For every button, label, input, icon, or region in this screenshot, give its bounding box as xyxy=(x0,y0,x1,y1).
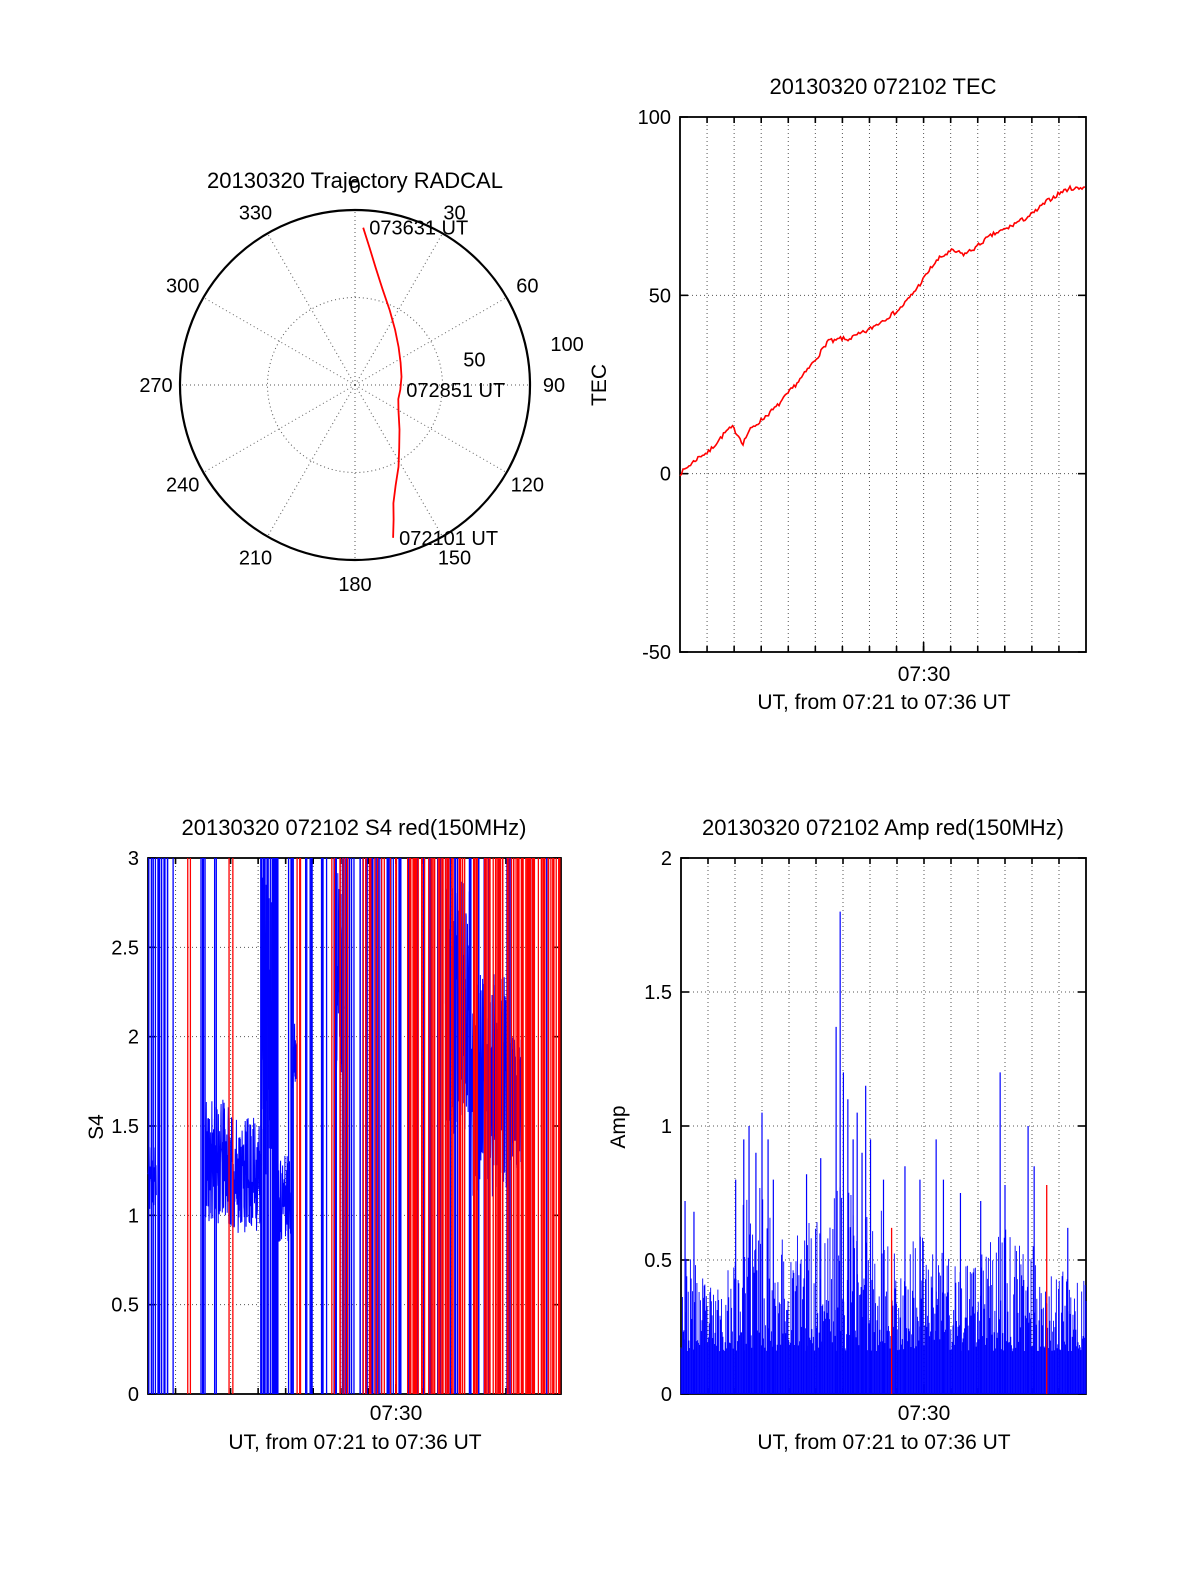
y-tick-label: 50 xyxy=(649,285,671,307)
y-tick-label: 1 xyxy=(128,1205,139,1227)
azimuth-label: 90 xyxy=(543,375,565,397)
azimuth-label: 300 xyxy=(166,276,199,298)
azimuth-label: 150 xyxy=(438,547,471,569)
y-tick-label: 100 xyxy=(638,107,671,129)
y-tick-label: 0 xyxy=(661,1384,672,1406)
trajectory-annotation: 072101 UT xyxy=(399,528,498,550)
s4-title: 20130320 072102 S4 red(150MHz) xyxy=(181,815,527,840)
axes-frame xyxy=(679,116,1087,653)
y-tick-label: 2 xyxy=(661,848,672,870)
y-tick-label: 2.5 xyxy=(111,937,139,959)
radial-label: 50 xyxy=(463,350,485,372)
y-tick-label: 0 xyxy=(660,464,671,486)
azimuth-label: 180 xyxy=(338,574,371,596)
azimuth-label: 30 xyxy=(443,203,465,225)
amp-ylabel: Amp xyxy=(607,1105,630,1149)
trajectory-path xyxy=(362,227,403,538)
polar-spoke xyxy=(267,384,356,537)
polar-spoke xyxy=(354,297,507,386)
polar-outer-circle xyxy=(178,208,532,562)
polar-spoke xyxy=(354,233,443,386)
tec-line xyxy=(679,184,1086,477)
azimuth-label: 210 xyxy=(239,547,272,569)
amp-title: 20130320 072102 Amp red(150MHz) xyxy=(701,815,1065,840)
s4-xlabel: UT, from 07:21 to 07:36 UT xyxy=(228,1431,482,1454)
azimuth-label: 0 xyxy=(349,176,360,198)
amp-xlabel: UT, from 07:21 to 07:36 UT xyxy=(757,1431,1011,1454)
s4-chart: 0 0.5 1 1.5 2 2.5 3 xyxy=(111,848,562,1406)
tec-xlabel: UT, from 07:21 to 07:36 UT xyxy=(757,691,1011,714)
y-tick-label: 1.5 xyxy=(111,1116,139,1138)
trajectory-title: 20130320 Trajectory RADCAL xyxy=(207,168,503,193)
s4-xtick-label: 07:30 xyxy=(369,1402,423,1425)
tec-xtick-label: 07:30 xyxy=(897,663,951,686)
azimuth-label: 330 xyxy=(239,203,272,225)
y-tick-label: 0.5 xyxy=(111,1295,139,1317)
azimuth-label: 270 xyxy=(139,375,172,397)
azimuth-label: 60 xyxy=(516,276,538,298)
trajectory-chart: 0 30 60 90 120 150 180 210 240 270 300 330 50 100 0736… xyxy=(139,176,583,596)
s4-noise-trace xyxy=(205,1099,232,1225)
azimuth-label: 120 xyxy=(511,475,544,497)
tec-chart: -50 0 50 100 xyxy=(638,107,1087,664)
azimuth-label: 240 xyxy=(166,475,199,497)
amp-chart: 0 0.5 1 1.5 2 xyxy=(644,848,1087,1406)
tec-title: 20130320 072102 TEC xyxy=(769,74,997,99)
y-tick-label: 0.5 xyxy=(644,1250,672,1272)
polar-spoke xyxy=(267,233,356,386)
trajectory-annotation: 073631 UT xyxy=(369,218,468,240)
amp-xtick-label: 07:30 xyxy=(897,1402,951,1425)
s4-ylabel: S4 xyxy=(85,1114,108,1140)
y-tick-label: 1.5 xyxy=(644,982,672,1004)
trajectory-annotation: 072851 UT xyxy=(406,380,505,402)
y-tick-label: -50 xyxy=(642,642,671,664)
y-tick-label: 0 xyxy=(128,1384,139,1406)
y-tick-label: 3 xyxy=(128,848,139,870)
y-tick-label: 2 xyxy=(128,1027,139,1049)
radial-label: 100 xyxy=(550,334,583,356)
s4-noise-trace xyxy=(230,1117,263,1233)
polar-grid-circle xyxy=(267,297,443,473)
y-tick-label: 1 xyxy=(661,1116,672,1138)
tec-ylabel: TEC xyxy=(588,364,611,406)
